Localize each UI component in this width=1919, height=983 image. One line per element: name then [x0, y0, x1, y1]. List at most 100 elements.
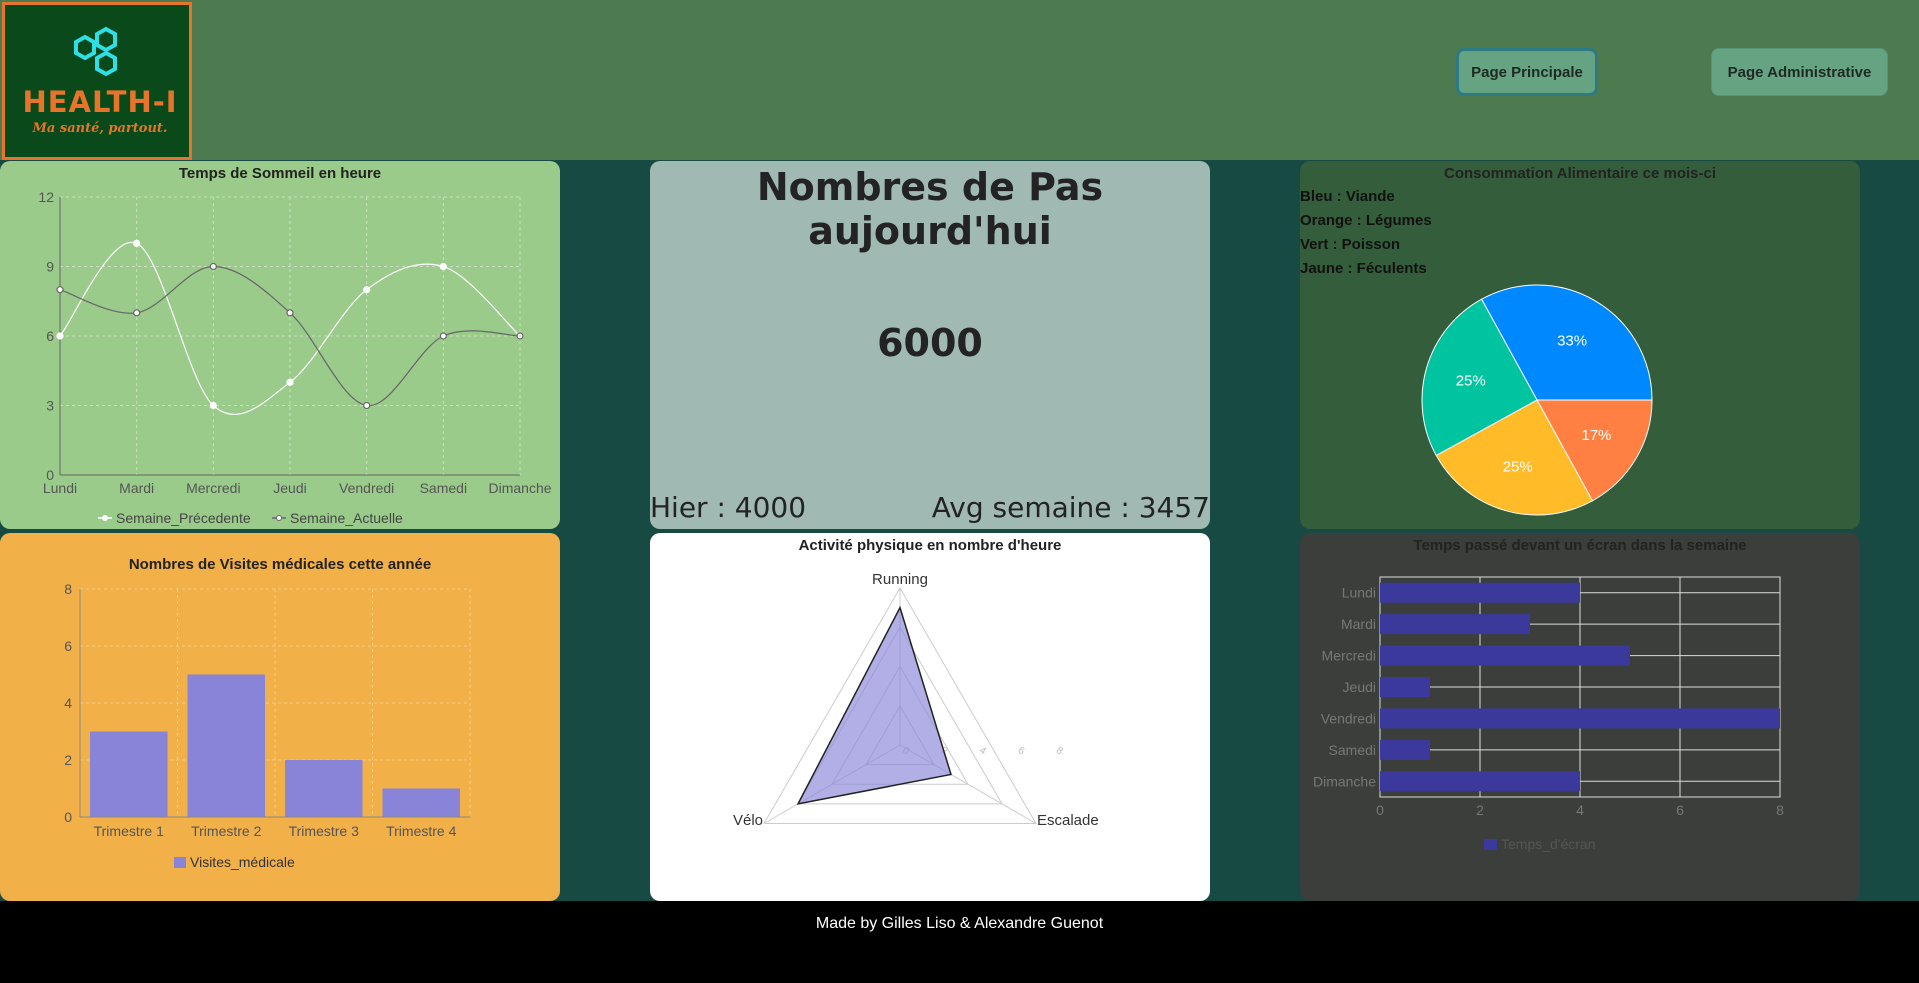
- screen-x-tick: 8: [1776, 802, 1784, 818]
- screen-legend-label: Temps_d'écran: [1501, 836, 1596, 852]
- screen-bar: [1380, 677, 1430, 697]
- sleep-chart-title: Temps de Sommeil en heure: [178, 165, 382, 182]
- sleep-point: [286, 378, 294, 386]
- screen-y-tick: Mercredi: [1322, 648, 1376, 664]
- sleep-x-tick: Mardi: [119, 480, 154, 496]
- sleep-legend-label: Semaine_Précedente: [116, 510, 251, 526]
- sleep-legend-marker: [102, 515, 108, 521]
- footer-credits: Made by Gilles Liso & Alexandre Guenot: [815, 915, 1104, 932]
- sleep-x-tick: Dimanche: [488, 480, 551, 496]
- sleep-panel: Temps de Sommeil en heure 0 3 6 9 12 Lundi Mar…: [0, 161, 560, 529]
- food-chart-title: Consommation Alimentaire ce mois-ci: [1443, 165, 1716, 182]
- sleep-point: [133, 239, 141, 247]
- visits-y-tick: 2: [64, 752, 72, 768]
- food-pie-label: 33%: [1557, 333, 1587, 350]
- food-pie-slice: [1435, 399, 1594, 516]
- activity-radar-tick: 4: [977, 745, 988, 758]
- logo-text: HEALTH-I: [22, 85, 178, 119]
- sleep-point: [516, 332, 524, 340]
- sleep-point: [363, 286, 371, 294]
- food-pie-slice: [1480, 284, 1653, 401]
- visits-bar: [382, 788, 460, 817]
- sleep-point: [209, 262, 217, 271]
- sleep-legend-marker: [276, 515, 282, 521]
- sleep-series-line: [59, 241, 521, 416]
- sleep-point: [439, 332, 447, 340]
- screen-y-tick: Mardi: [1341, 616, 1376, 632]
- food-pie-label: 25%: [1456, 373, 1486, 390]
- activity-axis-label: Vélo: [733, 812, 763, 829]
- activity-axis-label: Escalade: [1037, 812, 1099, 829]
- sleep-point: [363, 401, 371, 410]
- visits-panel: Nombres de Visites médicales cette année…: [0, 533, 560, 901]
- visits-legend-swatch: [174, 857, 186, 868]
- food-pie-label: 25%: [1503, 458, 1533, 475]
- sleep-x-tick: Vendredi: [339, 480, 394, 496]
- visits-chart-title: Nombres de Visites médicales cette année: [128, 556, 432, 573]
- header: HEALTH-I Ma santé, partout. Page Princip…: [0, 0, 1919, 160]
- visits-bar: [90, 731, 168, 817]
- screen-bar-chart: 0 2 4 6 8 Lundi Mardi Mercredi Jeudi Vendredi Same…: [1313, 576, 1784, 852]
- screen-bar: [1380, 708, 1780, 729]
- sleep-y-tick: 0: [46, 467, 54, 483]
- activity-radar-area: [796, 605, 952, 805]
- footer: Made by Gilles Liso & Alexandre Guenot: [0, 901, 1919, 983]
- main-page-button[interactable]: Page Principale: [1456, 48, 1598, 96]
- screen-bar: [1380, 582, 1580, 603]
- activity-chart-title: Activité physique en nombre d'heure: [798, 537, 1062, 554]
- visits-x-tick: Trimestre 2: [191, 823, 261, 839]
- food-pie-label: 17%: [1581, 427, 1611, 444]
- sleep-x-tick: Jeudi: [273, 480, 306, 496]
- hexagon-logo-icon: [74, 26, 117, 77]
- sleep-x-tick: Samedi: [420, 480, 467, 496]
- food-pie-slice: [1536, 399, 1653, 502]
- food-panel: Consommation Alimentaire ce mois-ci Bleu…: [1300, 161, 1860, 529]
- sleep-x-tick: Mercredi: [186, 480, 240, 496]
- screen-y-tick: Vendredi: [1321, 710, 1376, 726]
- sleep-y-tick: 3: [46, 398, 54, 414]
- sleep-point: [56, 332, 64, 340]
- steps-weekly-average: Avg semaine : 3457: [931, 491, 1210, 524]
- food-legend-vegetables: Orange : Légumes: [1300, 212, 1432, 229]
- activity-radar-tick: 8: [1054, 745, 1065, 758]
- screen-x-tick: 4: [1576, 802, 1584, 818]
- screen-panel: Temps passé devant un écran dans la sema…: [1300, 533, 1860, 901]
- steps-title: Nombres de Pas aujourd'hui: [756, 165, 1104, 253]
- sleep-y-tick: 9: [46, 259, 54, 275]
- steps-today-value: 6000: [877, 321, 983, 365]
- sleep-y-tick: 6: [46, 328, 54, 344]
- screen-x-tick: 0: [1376, 802, 1384, 818]
- screen-chart-title: Temps passé devant un écran dans la sema…: [1413, 537, 1747, 554]
- screen-bar: [1380, 739, 1430, 760]
- sleep-point: [133, 309, 141, 317]
- admin-page-button[interactable]: Page Administrative: [1711, 48, 1888, 96]
- screen-bar: [1380, 771, 1580, 792]
- screen-y-tick: Jeudi: [1343, 679, 1376, 695]
- sleep-y-tick: 12: [38, 189, 54, 205]
- screen-bar: [1380, 614, 1530, 635]
- visits-y-tick: 4: [64, 695, 72, 711]
- food-legend-meat: Bleu : Viande: [1300, 188, 1395, 205]
- sleep-point: [439, 262, 447, 271]
- logo[interactable]: HEALTH-I Ma santé, partout.: [2, 2, 192, 160]
- activity-radar-tick: 6: [1016, 745, 1027, 758]
- screen-bar: [1380, 645, 1630, 666]
- visits-bar: [187, 674, 265, 817]
- food-legend-starch: Jaune : Féculents: [1300, 260, 1427, 277]
- screen-legend-swatch: [1484, 839, 1497, 850]
- food-pie-chart: 33% 17% 25% 25%: [1421, 284, 1653, 516]
- food-pie-slice: [1421, 298, 1538, 457]
- sleep-x-tick: Lundi: [43, 480, 77, 496]
- visits-bar: [285, 760, 363, 817]
- screen-y-tick: Samedi: [1329, 742, 1376, 758]
- visits-bar-chart: 0 2 4 6 8 Trimestre 1 Trimestre 2 Trimestre 3 Tr…: [64, 581, 471, 870]
- visits-x-tick: Trimestre 4: [386, 823, 456, 839]
- activity-panel: Activité physique en nombre d'heure 0246…: [650, 533, 1210, 901]
- visits-y-tick: 0: [64, 809, 72, 825]
- steps-panel: Nombres de Pas aujourd'hui 6000 Hier : 4…: [650, 161, 1210, 529]
- visits-x-tick: Trimestre 3: [289, 823, 359, 839]
- activity-axis-label: Running: [872, 571, 928, 588]
- sleep-point: [286, 309, 294, 317]
- activity-radar-grid: [763, 587, 1037, 824]
- visits-x-tick: Trimestre 1: [94, 823, 164, 839]
